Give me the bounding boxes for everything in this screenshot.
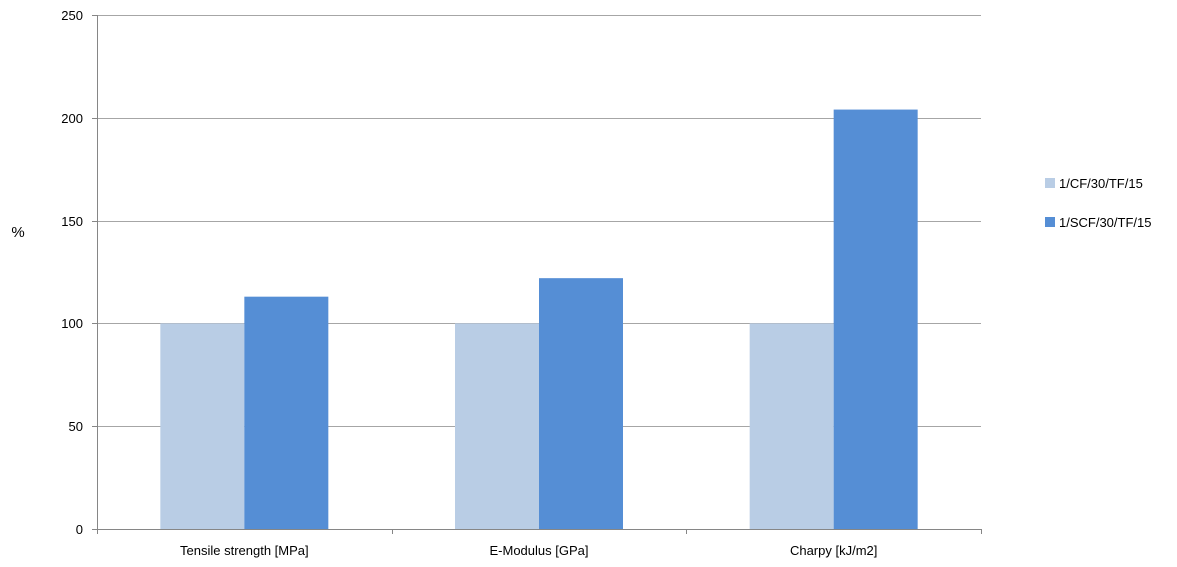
y-tick-label: 100: [61, 316, 83, 331]
legend-label-2: 1/SCF/30/TF/15: [1059, 215, 1151, 230]
y-tick-label: 0: [76, 522, 83, 537]
axes: [92, 15, 982, 534]
bar-1-3: [749, 323, 834, 529]
legend-label-1: 1/CF/30/TF/15: [1059, 176, 1143, 191]
y-axis-label: %: [11, 224, 24, 241]
y-tick-label: 200: [61, 111, 83, 126]
x-category-label: E-Modulus [GPa]: [490, 543, 589, 558]
y-tick-label: 50: [69, 419, 83, 434]
y-tick-label: 150: [61, 214, 83, 229]
bar-2-2: [539, 278, 623, 529]
legend-swatch-1: [1045, 178, 1055, 188]
bars: [160, 109, 918, 530]
x-category-labels: Tensile strength [MPa] E-Modulus [GPa] Cha…: [180, 543, 877, 558]
x-category-label: Charpy [kJ/m2]: [790, 543, 877, 558]
bar-1-2: [455, 323, 539, 529]
bar-2-1: [244, 296, 329, 529]
bar-1-1: [160, 323, 245, 529]
y-tick-label: 250: [61, 8, 83, 23]
legend[interactable]: 1/CF/30/TF/15 1/SCF/30/TF/15: [1045, 176, 1151, 230]
x-category-label: Tensile strength [MPa]: [180, 543, 309, 558]
legend-swatch-2: [1045, 217, 1055, 227]
y-tick-labels: 0 50 100 150 200 250: [61, 8, 83, 537]
bar-2-3: [833, 109, 918, 530]
